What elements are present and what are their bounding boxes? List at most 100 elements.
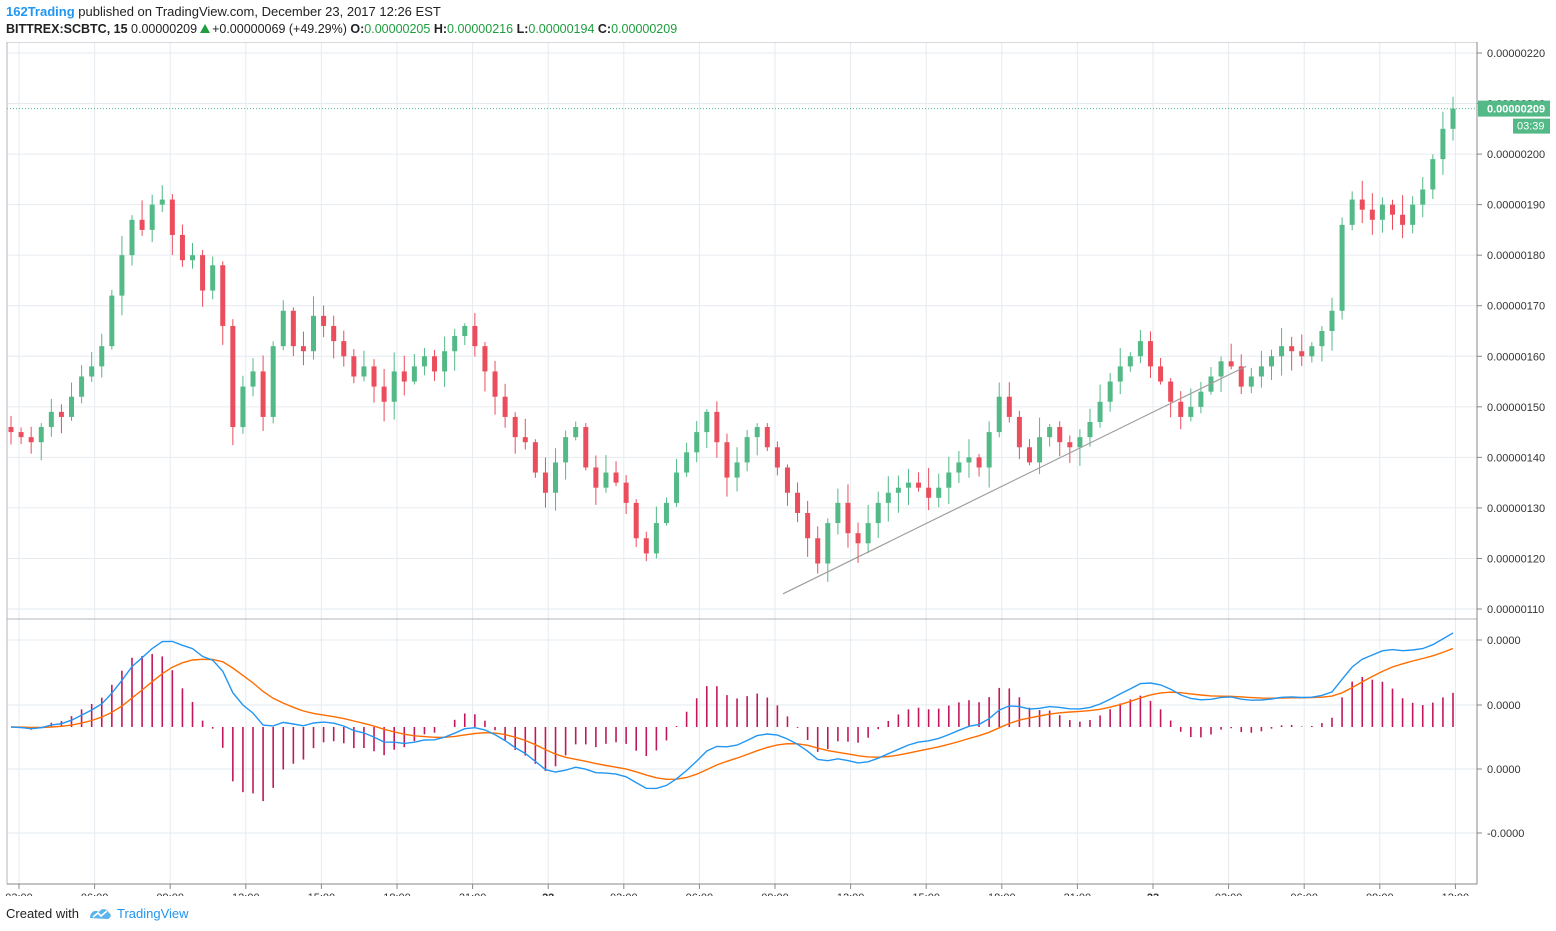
candle-up	[1137, 341, 1143, 357]
candle-up	[865, 523, 871, 544]
y-tick-label: 0.00000180	[1487, 250, 1545, 262]
y-tick-label: 0.00000160	[1487, 351, 1545, 363]
candle-down	[532, 442, 538, 473]
created-with-text: Created with	[6, 906, 79, 921]
grid	[7, 42, 1477, 884]
candle-down	[321, 315, 327, 326]
candle-down	[260, 371, 266, 417]
candle-down	[724, 442, 730, 478]
macd-y-tick-label: 0.0000	[1487, 700, 1521, 712]
candle-up	[89, 366, 95, 377]
candle-up	[1127, 356, 1133, 367]
candle-up	[1279, 346, 1285, 357]
candle-down	[1168, 381, 1174, 402]
footer: Created with TradingView	[0, 896, 1556, 931]
candle-up	[1339, 224, 1345, 311]
candle-up	[936, 487, 942, 498]
macd-y-tick-label: -0.0000	[1487, 828, 1524, 840]
tradingview-link[interactable]: TradingView	[117, 906, 189, 921]
macd-y-tick-label: 0.0000	[1487, 635, 1521, 647]
x-tick-label: 15:00	[912, 892, 940, 896]
candle-down	[1158, 366, 1164, 382]
price-pane[interactable]	[7, 96, 1477, 595]
open-label: O:	[350, 22, 365, 36]
candle-down	[1016, 416, 1022, 448]
close-label: C:	[597, 22, 612, 36]
candle-up	[119, 255, 125, 296]
trendline	[782, 365, 1247, 595]
symbol-label[interactable]: BITTREX:SCBTC, 15	[6, 22, 128, 36]
x-tick-label: 03:00	[5, 892, 33, 896]
candle-up	[442, 351, 448, 372]
y-tick-label: 0.00000140	[1487, 452, 1545, 464]
candle-up	[1117, 366, 1123, 382]
candle-down	[8, 427, 14, 433]
candle-up	[704, 411, 710, 433]
publisher-link[interactable]: 162Trading	[6, 4, 75, 19]
candle-down	[331, 325, 337, 342]
candle-down	[926, 487, 932, 498]
candle-up	[684, 452, 690, 473]
candle-up	[653, 523, 659, 554]
candle-down	[1228, 361, 1234, 367]
tradingview-logo-icon[interactable]	[88, 905, 112, 921]
x-tick-label: 18:00	[988, 892, 1016, 896]
candle-down	[432, 356, 438, 372]
x-tick-label: 03:00	[610, 892, 638, 896]
candle-down	[845, 502, 851, 534]
candle-up	[48, 411, 54, 428]
candle-down	[1400, 214, 1406, 225]
x-tick-label: 09:00	[761, 892, 789, 896]
candle-up	[825, 523, 831, 564]
x-tick-label: 09:00	[1366, 892, 1394, 896]
candle-down	[472, 325, 478, 347]
candle-down	[593, 467, 599, 488]
candle-up	[744, 437, 750, 463]
x-tick-label: 21:00	[1064, 892, 1092, 896]
candle-down	[1006, 396, 1012, 417]
last-price: 0.00000209	[131, 22, 198, 36]
candle-up	[1319, 331, 1325, 347]
candle-down	[230, 325, 236, 428]
candle-up	[1198, 391, 1204, 407]
candle-up	[1188, 406, 1194, 417]
y-tick-label: 0.00000120	[1487, 553, 1545, 565]
candle-up	[361, 366, 367, 377]
candle-up	[1420, 189, 1426, 205]
candle-down	[1147, 341, 1153, 367]
candle-up	[109, 295, 115, 347]
candle-up	[250, 371, 256, 387]
candle-up	[1440, 128, 1446, 160]
x-tick-label: 09:00	[156, 892, 184, 896]
candle-down	[714, 411, 720, 443]
countdown-text: 03:39	[1517, 121, 1545, 133]
candle-up	[462, 325, 468, 337]
candle-down	[179, 234, 185, 261]
macd-signal-line	[10, 647, 1454, 781]
candle-up	[1077, 437, 1083, 448]
candle-up	[754, 427, 760, 438]
candle-up	[69, 396, 75, 417]
candle-down	[351, 356, 357, 377]
candle-up	[190, 255, 196, 261]
candle-up	[452, 336, 458, 352]
y-tick-label: 0.00000170	[1487, 301, 1545, 313]
candle-down	[169, 199, 175, 235]
y-tick-label: 0.00000110	[1487, 604, 1544, 616]
candle-up	[411, 366, 417, 382]
x-tick-label: 06:00	[1290, 892, 1318, 896]
chart-canvas[interactable]: 0.00000110 0.00000120 0.00000130 0.00000140…	[0, 42, 1556, 896]
candle-up	[986, 432, 992, 468]
candle-down	[1067, 442, 1073, 448]
candle-down	[139, 219, 145, 230]
candle-down	[492, 371, 498, 397]
candle-up	[1450, 108, 1456, 129]
candle-up	[159, 199, 165, 205]
candle-up	[956, 462, 962, 473]
candle-up	[38, 427, 44, 443]
candle-down	[482, 346, 488, 372]
macd-pane[interactable]	[10, 632, 1454, 802]
candle-up	[1087, 421, 1093, 438]
candle-down	[1289, 346, 1295, 352]
current-price-badge	[1478, 100, 1550, 117]
